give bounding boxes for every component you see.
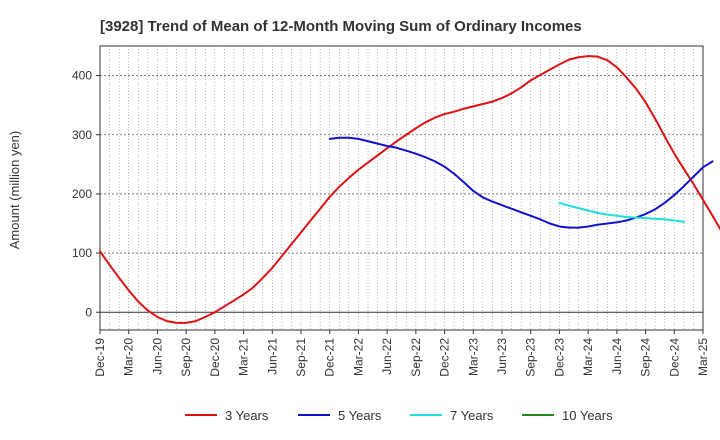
x-tick-label: Sep-20 [179, 338, 193, 377]
x-tick-label: Jun-20 [150, 338, 164, 375]
x-tick-label: Mar-21 [237, 338, 251, 376]
x-tick-label: Mar-23 [466, 338, 480, 376]
x-tick-label: Sep-24 [639, 338, 653, 377]
x-tick-label: Jun-23 [495, 338, 509, 375]
y-tick-label: 400 [72, 69, 92, 83]
y-tick-label: 200 [72, 187, 92, 201]
x-tick-label: Sep-21 [294, 338, 308, 377]
x-tick-label: Sep-23 [524, 338, 538, 377]
x-tick-label: Dec-24 [667, 338, 681, 377]
legend-label-7-years: 7 Years [450, 408, 494, 423]
x-tick-label: Dec-23 [552, 338, 566, 377]
x-tick-label: Sep-22 [409, 338, 423, 377]
series-line-5-years [328, 136, 714, 229]
y-tick-labels: 0 100 200 300 400 [72, 69, 100, 319]
y-tick-label: 300 [72, 128, 92, 142]
x-tick-label: Mar-20 [122, 338, 136, 376]
y-axis-label: Amount (million yen) [7, 131, 22, 250]
legend-label-10-years: 10 Years [562, 408, 613, 423]
x-tick-label: Dec-20 [208, 338, 222, 377]
x-tick-label: Dec-21 [323, 338, 337, 377]
x-tick-label: Jun-22 [380, 338, 394, 375]
grid-lines [100, 46, 703, 330]
chart-title: [3928] Trend of Mean of 12-Month Moving … [100, 18, 582, 35]
x-tick-label: Jun-24 [610, 338, 624, 375]
series-lines [99, 55, 720, 324]
y-tick-label: 100 [72, 246, 92, 260]
x-tick-label: Dec-22 [438, 338, 452, 377]
legend-label-3-years: 3 Years [225, 408, 269, 423]
series-line-7-years [558, 201, 685, 223]
x-tick-label: Jun-21 [265, 338, 279, 375]
x-tick-label: Mar-24 [581, 338, 595, 376]
legend-label-5-years: 5 Years [338, 408, 382, 423]
x-tick-label: Mar-25 [696, 338, 710, 376]
legend: 3 Years 5 Years 7 Years 10 Years [185, 408, 613, 423]
plot-area [99, 45, 704, 331]
x-tick-label: Dec-19 [93, 338, 107, 377]
x-tick-labels: Dec-19 Mar-20 Jun-20 Sep-20 Dec-20 Mar-21 Jun-… [93, 330, 710, 377]
y-tick-label: 0 [85, 305, 92, 319]
x-tick-label: Mar-22 [351, 338, 365, 376]
